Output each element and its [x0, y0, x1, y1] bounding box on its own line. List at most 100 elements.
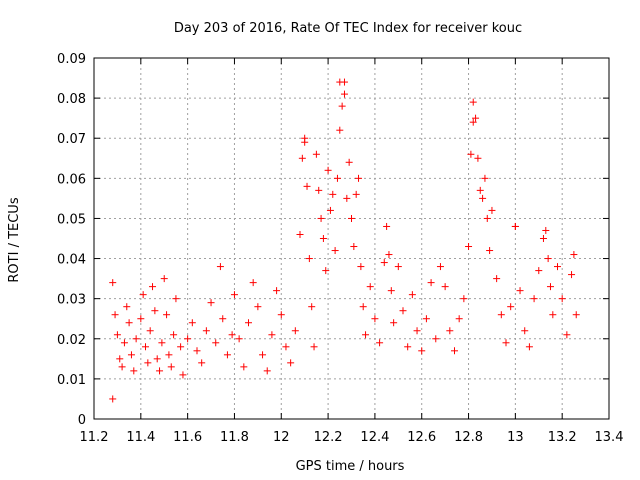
- data-point: [139, 291, 147, 299]
- data-point: [441, 283, 449, 291]
- x-tick-label: 11.8: [220, 430, 249, 445]
- data-point: [179, 371, 187, 379]
- data-point: [296, 230, 304, 238]
- data-point: [249, 279, 257, 287]
- y-tick-label: 0.07: [57, 132, 86, 147]
- data-point: [245, 319, 252, 327]
- data-point: [357, 263, 365, 271]
- data-point: [340, 90, 348, 98]
- data-point: [362, 331, 370, 339]
- data-point: [137, 315, 145, 323]
- data-point: [319, 235, 327, 242]
- data-point: [118, 363, 126, 371]
- data-point: [502, 339, 510, 347]
- grid-lines: [94, 58, 609, 419]
- data-point: [497, 311, 505, 319]
- data-point: [333, 174, 341, 182]
- data-point: [355, 174, 363, 182]
- x-tick-label: 12.8: [454, 430, 483, 445]
- x-tick-label: 12.6: [407, 430, 436, 445]
- data-point: [259, 351, 267, 359]
- data-point: [570, 251, 578, 259]
- data-point: [219, 315, 227, 323]
- data-point: [177, 343, 185, 351]
- data-point: [113, 331, 121, 339]
- data-point: [329, 190, 337, 198]
- data-point: [223, 351, 231, 359]
- data-point: [488, 206, 496, 214]
- data-point: [455, 315, 463, 323]
- data-point: [184, 335, 192, 343]
- data-point: [324, 166, 332, 174]
- data-point: [394, 263, 402, 271]
- y-tick-label: 0.03: [57, 293, 86, 308]
- data-point: [151, 307, 159, 315]
- y-tick-label: 0.08: [57, 92, 86, 107]
- data-point: [542, 226, 550, 234]
- data-point: [240, 363, 248, 371]
- data-point: [467, 150, 475, 158]
- data-point: [493, 275, 501, 283]
- data-point: [418, 347, 426, 355]
- data-point: [317, 214, 325, 222]
- data-point: [530, 295, 538, 303]
- x-tick-label: 12.4: [360, 430, 389, 445]
- data-point: [345, 158, 353, 166]
- data-point: [476, 186, 484, 194]
- data-point: [331, 247, 339, 255]
- data-point: [202, 327, 210, 335]
- data-point: [376, 339, 384, 347]
- data-point: [142, 343, 149, 351]
- y-tick-label: 0.04: [57, 253, 86, 268]
- data-point: [165, 351, 173, 359]
- data-point: [287, 359, 295, 367]
- chart-title: Day 203 of 2016, Rate Of TEC Index for r…: [174, 21, 522, 36]
- data-point: [451, 347, 458, 355]
- data-point: [216, 263, 224, 271]
- data-point: [469, 118, 477, 126]
- data-point: [172, 295, 180, 303]
- data-point: [277, 311, 285, 319]
- data-point: [125, 319, 133, 327]
- data-point: [511, 222, 519, 230]
- data-point: [144, 359, 152, 367]
- data-point: [153, 355, 161, 363]
- data-point: [198, 359, 206, 367]
- data-point: [563, 331, 571, 339]
- data-point: [158, 339, 166, 347]
- data-point: [163, 311, 171, 319]
- data-point: [303, 182, 311, 190]
- data-point: [460, 295, 468, 303]
- data-point: [127, 351, 135, 359]
- y-axis-title: ROTI / TECUs: [7, 197, 22, 282]
- data-point: [436, 263, 444, 271]
- data-point: [315, 186, 323, 194]
- data-point: [298, 154, 306, 162]
- x-tick-label: 12: [273, 430, 290, 445]
- data-point: [385, 251, 393, 259]
- y-tick-labels: 0 0.01 0.02 0.03 0.04 0.05 0.06 0.07 0.08 0.09: [57, 52, 86, 428]
- data-point: [535, 267, 543, 275]
- data-point: [479, 194, 487, 202]
- data-point: [413, 327, 421, 335]
- data-point: [167, 363, 175, 371]
- x-tick-label: 12.2: [314, 430, 343, 445]
- data-point: [282, 343, 290, 351]
- data-point: [193, 347, 201, 355]
- data-point: [268, 331, 276, 339]
- data-point: [465, 243, 473, 251]
- data-point: [149, 283, 157, 291]
- data-point: [116, 355, 124, 363]
- data-point: [383, 222, 391, 230]
- plot-frame: [93, 57, 610, 420]
- data-point: [549, 311, 557, 319]
- data-point: [109, 395, 117, 403]
- data-point: [160, 275, 168, 283]
- data-points: [109, 78, 580, 403]
- data-point: [230, 291, 238, 299]
- data-point: [474, 154, 482, 162]
- data-point: [544, 255, 552, 263]
- data-point: [350, 243, 358, 251]
- data-point: [507, 303, 515, 311]
